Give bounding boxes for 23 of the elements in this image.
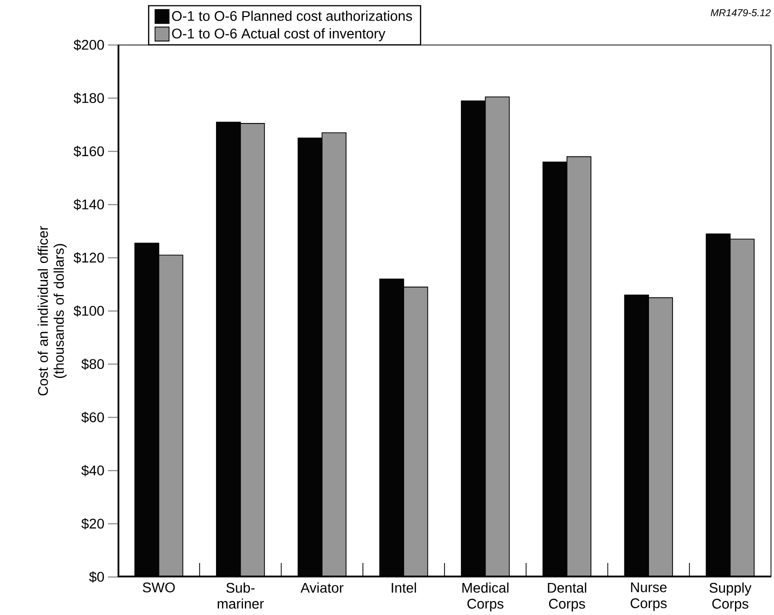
x-tick-label: Intel xyxy=(392,582,416,593)
x-tick-label: Nurse Corps xyxy=(630,582,667,612)
x-tick-label: Sub-mariner xyxy=(218,582,264,609)
y-tick-label: $40 xyxy=(81,465,104,476)
x-tick-label: Aviator xyxy=(300,582,344,593)
y-tick-label: $160 xyxy=(74,146,104,158)
x-tick-label: Medical Corps xyxy=(462,582,508,612)
y-tick-label: $0 xyxy=(89,571,104,583)
y-tick-label: $100 xyxy=(74,305,104,317)
y-tick-label: $80 xyxy=(81,358,104,370)
legend-label: O-1 to O-6 Planned cost authorizations xyxy=(172,10,412,22)
y-tick-label: $180 xyxy=(74,92,104,104)
y-tick-label: $20 xyxy=(81,518,104,530)
x-tick-label: Supply Corps xyxy=(710,582,752,612)
x-tick-label: SWO xyxy=(142,582,175,592)
y-tick-label: $120 xyxy=(74,252,104,264)
legend-label: O-1 to O-6 Actual cost of inventory xyxy=(172,28,386,42)
y-axis-title: Cost of an individual officer (thousands of dollars) xyxy=(38,226,67,396)
x-tick-label: Dental Corps xyxy=(548,582,586,612)
text: MR1479-5.12 xyxy=(710,9,771,16)
y-tick-label: $200 xyxy=(74,39,104,51)
y-tick-label: $60 xyxy=(81,412,104,424)
y-tick-label: $140 xyxy=(74,199,104,210)
